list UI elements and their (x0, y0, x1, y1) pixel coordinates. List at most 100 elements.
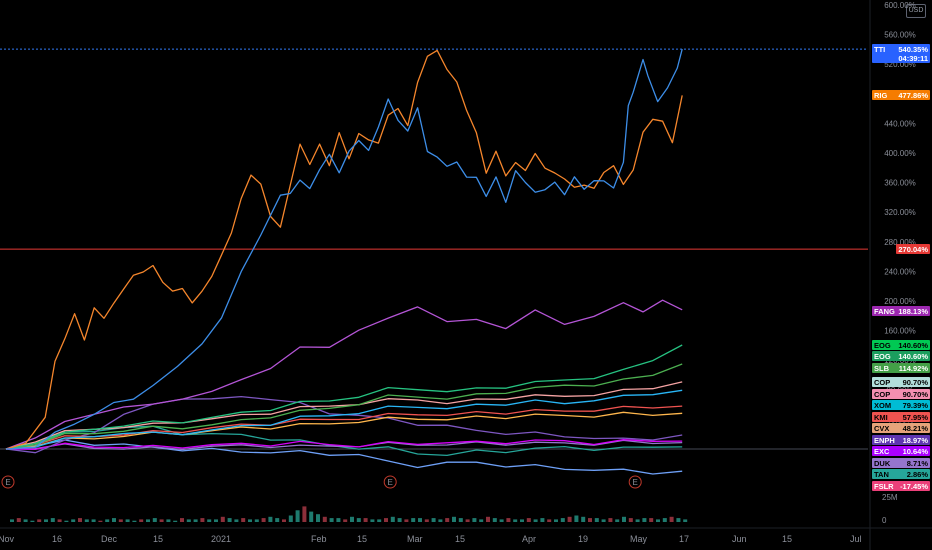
volume-bar (635, 519, 640, 522)
x-tick-label: Dec (101, 534, 118, 544)
price-tag[interactable]: SLB 114.92% (872, 363, 930, 373)
volume-bar (438, 519, 443, 522)
price-tag-value: 140.60% (898, 341, 928, 350)
earnings-marker[interactable] (628, 475, 642, 489)
price-tag-value: 188.13% (898, 307, 928, 316)
price-tag-background (872, 363, 930, 373)
price-tag[interactable]: EOG 140.60% (872, 340, 930, 350)
price-tag[interactable]: TTI 540.35%04:39:11 (872, 44, 930, 63)
x-tick-label: Apr (522, 534, 536, 544)
earnings-marker-label: E (388, 478, 393, 487)
volume-tick-label: 0 (882, 516, 887, 525)
volume-bar (288, 515, 293, 522)
earnings-marker[interactable] (1, 475, 15, 489)
volume-bar (615, 519, 620, 522)
price-tag[interactable]: ENPH 18.97% (872, 435, 930, 445)
price-tag[interactable]: FANG 188.13% (872, 306, 930, 316)
volume-bar (207, 519, 212, 522)
volume-bar (479, 519, 484, 522)
price-tag-symbol: TTI (874, 45, 885, 54)
price-tag[interactable]: COP 90.70% (872, 377, 930, 387)
price-tag[interactable]: EOG 140.60% (872, 351, 930, 361)
volume-bar (241, 518, 246, 522)
price-tag-value: 48.21% (903, 424, 929, 433)
price-tag-symbol: RIG (874, 91, 888, 100)
volume-bar (363, 518, 368, 522)
price-tag-symbol: ENPH (874, 436, 895, 445)
y-tick-label: 280.00% (884, 238, 916, 247)
volume-bar (574, 515, 579, 522)
volume-bar (227, 518, 232, 522)
price-tag[interactable]: RIG 477.86% (872, 90, 930, 100)
volume-tick-label: 25M (882, 493, 898, 502)
price-tag-value: 2.86% (907, 470, 929, 479)
volume-bar (132, 520, 137, 522)
price-tag-symbol: FSLR (874, 482, 894, 491)
earnings-marker[interactable] (383, 475, 397, 489)
x-tick-label: 19 (578, 534, 588, 544)
price-tag[interactable]: TAN 2.86% (872, 469, 930, 479)
price-tag-value: 140.60% (898, 352, 928, 361)
price-tag-value: 18.97% (903, 436, 929, 445)
series-line-rig (5, 49, 683, 450)
volume-bar (16, 518, 21, 522)
price-tag[interactable]: DUK 8.71% (872, 458, 930, 468)
series-line-xom (5, 389, 683, 450)
series-line-duk (5, 439, 683, 451)
x-tick-label: Jun (732, 534, 747, 544)
volume-bar (418, 518, 422, 522)
price-tag-value: 90.70% (903, 378, 929, 387)
x-tick-label: 15 (357, 534, 367, 544)
volume-bar (567, 516, 572, 522)
volume-bar (329, 518, 334, 522)
y-tick-label: 320.00% (884, 208, 916, 217)
price-tag-value: 10.64% (903, 447, 929, 456)
volume-bar (295, 510, 300, 522)
price-tag[interactable]: FSLR -17.45% (872, 481, 930, 491)
price-tag[interactable]: 270.04% (896, 244, 930, 254)
volume-bar (37, 519, 42, 522)
series-line-tti (5, 48, 683, 450)
volume-bar (608, 518, 613, 522)
price-tag-background (872, 469, 930, 479)
volume-bar (486, 516, 490, 522)
volume-bar (261, 518, 266, 522)
volume-bar (384, 518, 388, 522)
volume-bar (445, 518, 450, 522)
price-tag-background (872, 306, 930, 316)
currency-badge[interactable]: USD (906, 4, 926, 18)
price-tag[interactable]: KMI 57.95% (872, 412, 930, 422)
volume-bar (30, 520, 35, 522)
volume-bar (594, 518, 599, 522)
y-tick-label: 200.00% (884, 297, 916, 306)
volume-bar (390, 516, 395, 522)
volume-bar (506, 518, 511, 522)
price-tag-symbol: FANG (874, 307, 895, 316)
price-tag[interactable]: XOM 79.39% (872, 400, 930, 410)
volume-bar (44, 519, 48, 522)
y-tick-label: 600.00% (884, 1, 916, 10)
volume-bar (275, 518, 280, 522)
price-tag-symbol: EOG (874, 352, 891, 361)
price-tag[interactable]: EXC 10.64% (872, 446, 930, 456)
volume-bar (424, 519, 429, 522)
price-tag-symbol: SLB (874, 364, 890, 373)
volume-bar (356, 518, 361, 522)
volume-bar (554, 519, 558, 522)
x-tick-label: 2021 (211, 534, 231, 544)
series-line-exc (5, 439, 683, 451)
price-tag[interactable]: CVX 48.21% (872, 423, 930, 433)
volume-bar (125, 519, 130, 522)
price-tag[interactable]: COP 90.70% (872, 389, 930, 399)
price-tag-symbol: COP (874, 390, 890, 399)
price-tag-symbol: TAN (874, 470, 889, 479)
x-tick-label: Feb (311, 534, 327, 544)
series-line-kmi (5, 405, 683, 450)
volume-bar (458, 518, 463, 522)
volume-bar (404, 519, 409, 522)
volume-bar (248, 519, 252, 522)
price-tag-symbol: XOM (874, 401, 891, 410)
series-line-tan (5, 425, 683, 457)
countdown-timer: 04:39:11 (898, 54, 928, 63)
